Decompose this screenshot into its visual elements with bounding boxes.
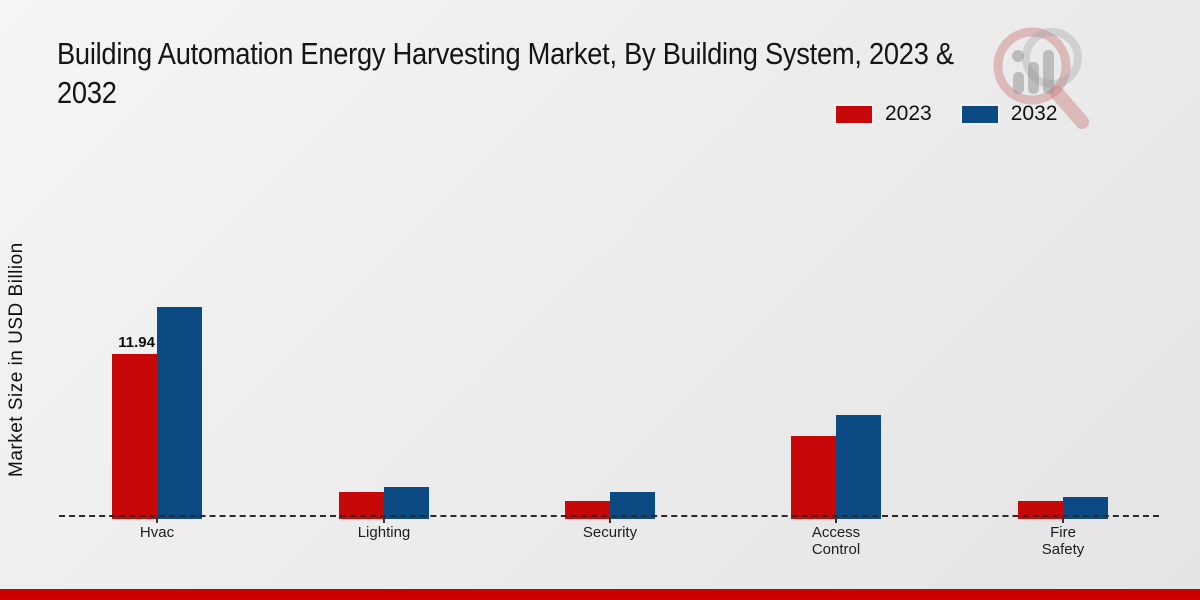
bar-2032-security — [610, 492, 655, 519]
bar-2023-access-control — [791, 436, 836, 519]
bar-2032-lighting — [384, 487, 429, 519]
x-axis-tick — [835, 517, 837, 523]
y-axis-label: Market Size in USD Billion — [6, 242, 27, 478]
magnifier-bar-chart-watermark-icon — [993, 27, 1089, 129]
x-axis-tick — [156, 517, 158, 523]
bar-2023-security — [565, 501, 610, 519]
footer-accent-bar — [0, 589, 1200, 600]
bar-2032-access-control — [836, 415, 881, 519]
category-label-hvac: Hvac — [139, 524, 175, 541]
bar-2023-lighting — [339, 492, 384, 519]
x-axis-baseline — [59, 515, 1159, 517]
legend-swatch-2023 — [836, 105, 872, 123]
bar-2032-hvac — [157, 307, 202, 519]
legend-item-2023: 2023 — [836, 102, 932, 126]
legend-swatch-2032 — [961, 105, 998, 123]
category-label-lighting: Lighting — [357, 524, 411, 541]
legend-label-2023: 2023 — [885, 102, 932, 125]
bar-2032-fire-safety — [1063, 497, 1108, 519]
x-axis-tick — [609, 517, 611, 523]
legend: 2023 2032 — [836, 102, 1057, 126]
legend-item-2032: 2032 — [961, 102, 1058, 126]
bar-2023-fire-safety — [1018, 501, 1063, 519]
x-axis-tick — [1062, 517, 1064, 523]
category-label-security: Security — [582, 524, 638, 541]
category-label-access-control: Access Control — [811, 524, 861, 558]
category-label-fire-safety: Fire Safety — [1041, 524, 1085, 558]
chart-title-line1: Building Automation Energy Harvesting Ma… — [57, 36, 954, 71]
x-axis-tick — [383, 517, 385, 523]
chart-title: Building Automation Energy Harvesting Ma… — [57, 34, 954, 112]
bar-2023-hvac — [112, 354, 157, 519]
bar-value-label: 11.94 — [118, 334, 155, 351]
chart-title-line2: 2032 — [57, 75, 117, 110]
legend-label-2032: 2032 — [1010, 102, 1058, 125]
